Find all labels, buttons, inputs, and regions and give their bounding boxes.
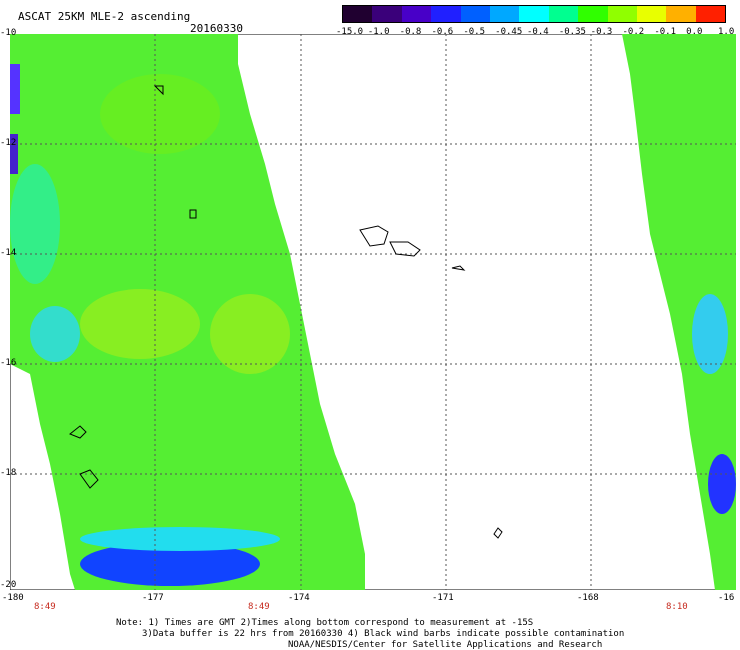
swath-right [622, 34, 736, 590]
lon-label: -174 [288, 593, 310, 603]
lat-label: -14 [0, 248, 17, 258]
note-line: Note: 1) Times are GMT 2)Times along bot… [116, 618, 534, 628]
colorbar-tick-label: -1.0 [367, 27, 390, 37]
colorbar-tick-label: -0.4 [527, 27, 549, 37]
colorbar-swatch [607, 6, 637, 22]
colorbar-tick-label: -0.6 [431, 27, 454, 37]
island-outline [451, 265, 466, 271]
colorbar-tick-label: -0.2 [622, 27, 645, 37]
lat-label: -12 [0, 138, 17, 148]
island-outline [69, 425, 87, 439]
colorbar-swatch [695, 6, 726, 22]
colorbar-swatch [666, 6, 696, 22]
swath-left-purple-edge [10, 64, 20, 114]
colorbar-tick-label: -0.35 [558, 27, 586, 37]
swath-left-cyan-band [80, 527, 280, 551]
island-outline [189, 209, 197, 219]
lat-label: -18 [0, 468, 17, 478]
colorbar-tick-label: -15.0 [336, 27, 364, 37]
lat-label: -20 [0, 580, 17, 590]
colorbar-tick-label: -0.5 [463, 27, 486, 37]
colorbar-tick-label: -0.45 [495, 27, 523, 37]
map-title: ASCAT 25KM MLE-2 ascending [18, 10, 191, 23]
map-area [10, 34, 736, 590]
swath-left-green-patch [80, 289, 200, 359]
swath-right-cyan-patch [692, 294, 728, 374]
colorbar-swatch [578, 6, 608, 22]
colorbar-tick-label: 1.0 [718, 27, 735, 37]
swath-time: 8:49 [34, 602, 56, 612]
colorbar-tick-label: -0.1 [654, 27, 677, 37]
lon-label: -168 [577, 593, 599, 603]
island-outline [493, 527, 503, 539]
island-outline [389, 241, 421, 257]
island-outline [153, 85, 164, 96]
swath-left-cyan-patch [30, 306, 80, 362]
colorbar-tick-label: 0.0 [686, 27, 703, 37]
lat-label: -16 [0, 358, 17, 368]
swath-left-green-patch [100, 74, 220, 154]
colorbar [342, 5, 726, 23]
swath-left-blue-band [80, 542, 260, 586]
swath-left-purple-edge [10, 134, 18, 174]
swath-right-blue-patch [708, 454, 736, 514]
lon-label: -180 [2, 593, 24, 603]
note-line: 3)Data buffer is 22 hrs from 20160330 4)… [142, 629, 625, 639]
colorbar-swatch [401, 6, 432, 22]
colorbar-swatch [548, 6, 579, 22]
colorbar-swatch [372, 6, 402, 22]
colorbar-tick-label: -0.8 [399, 27, 422, 37]
swath-time: 8:10 [666, 602, 688, 612]
swath-left-cyan-patch [10, 164, 60, 284]
colorbar-swatch [489, 6, 520, 22]
map-date: 20160330 [190, 22, 243, 35]
swath-time: 8:49 [248, 602, 270, 612]
lon-label: -171 [432, 593, 454, 603]
lon-label: -16 [718, 593, 735, 603]
colorbar-swatch [519, 6, 549, 22]
colorbar-tick-label: -0.3 [590, 27, 613, 37]
lon-label: -177 [142, 593, 164, 603]
note-line: NOAA/NESDIS/Center for Satellite Applica… [288, 640, 603, 650]
lat-label: -10 [0, 28, 17, 38]
colorbar-swatch [460, 6, 490, 22]
island-outline [359, 225, 389, 247]
colorbar-swatch [343, 6, 373, 22]
colorbar-swatch [636, 6, 667, 22]
colorbar-swatch [431, 6, 461, 22]
island-outline [79, 469, 99, 489]
swath-left-green-patch [210, 294, 290, 374]
